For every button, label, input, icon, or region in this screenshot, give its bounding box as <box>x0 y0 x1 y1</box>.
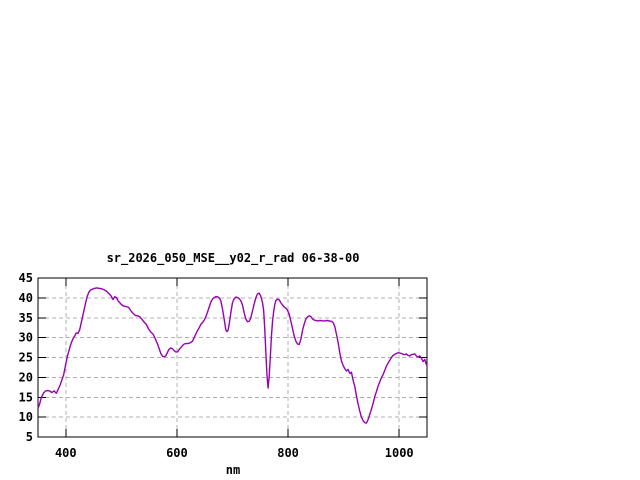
x-tick-label: 600 <box>166 446 188 460</box>
y-tick-label: 15 <box>19 390 33 404</box>
x-tick-label: 800 <box>277 446 299 460</box>
x-tick-label: 1000 <box>385 446 414 460</box>
y-tick-label: 20 <box>19 370 33 384</box>
y-tick-label: 40 <box>19 291 33 305</box>
chart-title: sr_2026_050_MSE__y02_r_rad 06-38-00 <box>106 251 360 265</box>
y-tick-label: 45 <box>19 271 33 285</box>
y-tick-label: 35 <box>19 311 33 325</box>
plot-border <box>37 277 428 438</box>
y-tick-label: 10 <box>19 410 33 424</box>
y-tick-label: 25 <box>19 351 33 365</box>
data-series-line <box>37 287 428 424</box>
x-axis-label: nm <box>225 463 241 477</box>
y-tick-label: 5 <box>26 430 33 444</box>
x-tick-label: 400 <box>55 446 77 460</box>
y-tick-label: 30 <box>19 331 33 345</box>
